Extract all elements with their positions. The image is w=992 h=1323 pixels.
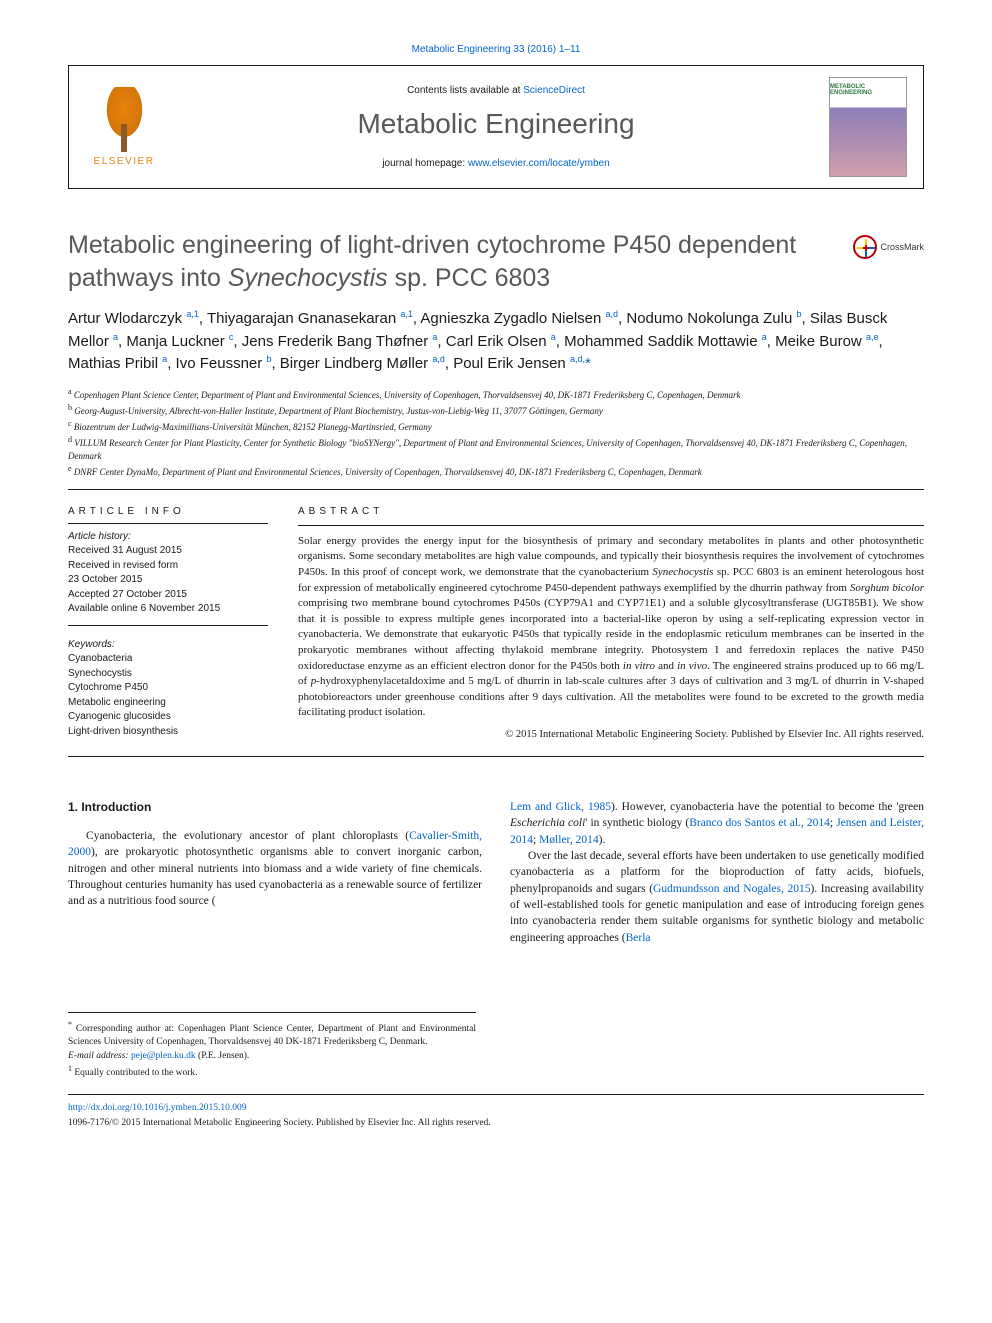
elsevier-tree-icon xyxy=(97,87,152,152)
keyword: Metabolic engineering xyxy=(68,696,268,711)
citation-link[interactable]: Berla xyxy=(626,932,651,944)
citation-link[interactable]: Lem and Glick, 1985 xyxy=(510,801,611,813)
homepage-link[interactable]: www.elsevier.com/locate/ymben xyxy=(468,158,610,169)
intro-paragraph-2: Over the last decade, several efforts ha… xyxy=(510,848,924,946)
info-abstract-row: ARTICLE INFO Article history: Received 3… xyxy=(68,506,924,740)
contents-prefix: Contents lists available at xyxy=(407,85,523,96)
article-info-heading: ARTICLE INFO xyxy=(68,506,268,517)
keywords-block: Keywords: Cyanobacteria Synechocystis Cy… xyxy=(68,638,268,740)
intro-heading: 1. Introduction xyxy=(68,799,482,816)
journal-reference: Metabolic Engineering 33 (2016) 1–11 xyxy=(68,44,924,55)
page-footer: http://dx.doi.org/10.1016/j.ymben.2015.1… xyxy=(68,1094,924,1130)
elsevier-text: ELSEVIER xyxy=(94,156,155,167)
abstract-copyright: © 2015 International Metabolic Engineeri… xyxy=(298,729,924,740)
online-date: Available online 6 November 2015 xyxy=(68,602,268,617)
sciencedirect-link[interactable]: ScienceDirect xyxy=(523,85,585,96)
author-list: Artur Wlodarczyk a,1, Thiyagarajan Gnana… xyxy=(68,308,924,376)
keyword: Light-driven biosynthesis xyxy=(68,725,268,740)
article-info-column: ARTICLE INFO Article history: Received 3… xyxy=(68,506,268,740)
article-title: Metabolic engineering of light-driven cy… xyxy=(68,229,835,294)
title-post: sp. PCC 6803 xyxy=(388,264,551,292)
keyword: Cyanogenic glucosides xyxy=(68,710,268,725)
journal-header-center: Contents lists available at ScienceDirec… xyxy=(179,66,813,188)
abstract-heading: ABSTRACT xyxy=(298,506,924,517)
journal-cover-cell: METABOLIC ENGINEERING xyxy=(813,66,923,188)
affiliation-b: b Georg-August-University, Albrecht-von-… xyxy=(68,402,924,418)
title-row: Metabolic engineering of light-driven cy… xyxy=(68,229,924,294)
homepage-prefix: journal homepage: xyxy=(382,158,468,169)
article-history: Article history: Received 31 August 2015… xyxy=(68,530,268,617)
keywords-label: Keywords: xyxy=(68,638,268,653)
affiliation-d: d VILLUM Research Center for Plant Plast… xyxy=(68,434,924,463)
abstract-text: Solar energy provides the energy input f… xyxy=(298,534,924,721)
affiliation-c: c Biozentrum der Ludwig-Maximillians-Uni… xyxy=(68,418,924,434)
footnotes: * * Corresponding author at: Correspondi… xyxy=(68,1012,476,1081)
equal-contribution-note: 1 Equally contributed to the work. xyxy=(68,1063,476,1080)
email-note: E-mail address: peje@plen.ku.dk (P.E. Je… xyxy=(68,1050,476,1063)
crossmark-text: CrossMark xyxy=(880,242,924,252)
journal-cover-text: METABOLIC ENGINEERING xyxy=(830,84,906,96)
doi-link[interactable]: http://dx.doi.org/10.1016/j.ymben.2015.1… xyxy=(68,1103,246,1113)
affiliations: a Copenhagen Plant Science Center, Depar… xyxy=(68,386,924,479)
homepage-line: journal homepage: www.elsevier.com/locat… xyxy=(382,158,609,169)
intro-paragraph-1-part1: Cyanobacteria, the evolutionary ancestor… xyxy=(68,828,482,910)
citation-link[interactable]: Møller, 2014 xyxy=(539,834,599,846)
abstract-column: ABSTRACT Solar energy provides the energ… xyxy=(298,506,924,740)
affiliation-e: e DNRF Center DynaMo, Department of Plan… xyxy=(68,463,924,479)
crossmark-badge[interactable]: CrossMark xyxy=(853,235,924,259)
revised-line2: 23 October 2015 xyxy=(68,573,268,588)
title-italic: Synechocystis xyxy=(228,264,388,292)
keyword: Cytochrome P450 xyxy=(68,681,268,696)
publisher-logo-cell: ELSEVIER xyxy=(69,66,179,188)
keyword: Cyanobacteria xyxy=(68,652,268,667)
affiliation-a: a Copenhagen Plant Science Center, Depar… xyxy=(68,386,924,402)
citation-link[interactable]: Branco dos Santos et al., 2014 xyxy=(689,817,830,829)
history-label: Article history: xyxy=(68,530,268,545)
journal-header: ELSEVIER Contents lists available at Sci… xyxy=(68,65,924,189)
email-link[interactable]: peje@plen.ku.dk xyxy=(131,1051,196,1061)
journal-cover-icon: METABOLIC ENGINEERING xyxy=(829,77,907,177)
journal-name: Metabolic Engineering xyxy=(357,108,634,140)
revised-line1: Received in revised form xyxy=(68,559,268,574)
received-date: Received 31 August 2015 xyxy=(68,544,268,559)
divider xyxy=(68,489,924,490)
corresponding-author-note: * * Corresponding author at: Correspondi… xyxy=(68,1019,476,1050)
citation-link[interactable]: Gudmundsson and Nogales, 2015 xyxy=(653,883,810,895)
crossmark-icon xyxy=(853,235,877,259)
issn-copyright: 1096-7176/© 2015 International Metabolic… xyxy=(68,1116,924,1130)
contents-line: Contents lists available at ScienceDirec… xyxy=(407,85,585,96)
accepted-date: Accepted 27 October 2015 xyxy=(68,588,268,603)
intro-paragraph-1-part2: Lem and Glick, 1985). However, cyanobact… xyxy=(510,799,924,848)
divider xyxy=(68,756,924,757)
body-columns: 1. Introduction Cyanobacteria, the evolu… xyxy=(68,799,924,1080)
keyword: Synechocystis xyxy=(68,667,268,682)
elsevier-logo: ELSEVIER xyxy=(84,77,164,177)
